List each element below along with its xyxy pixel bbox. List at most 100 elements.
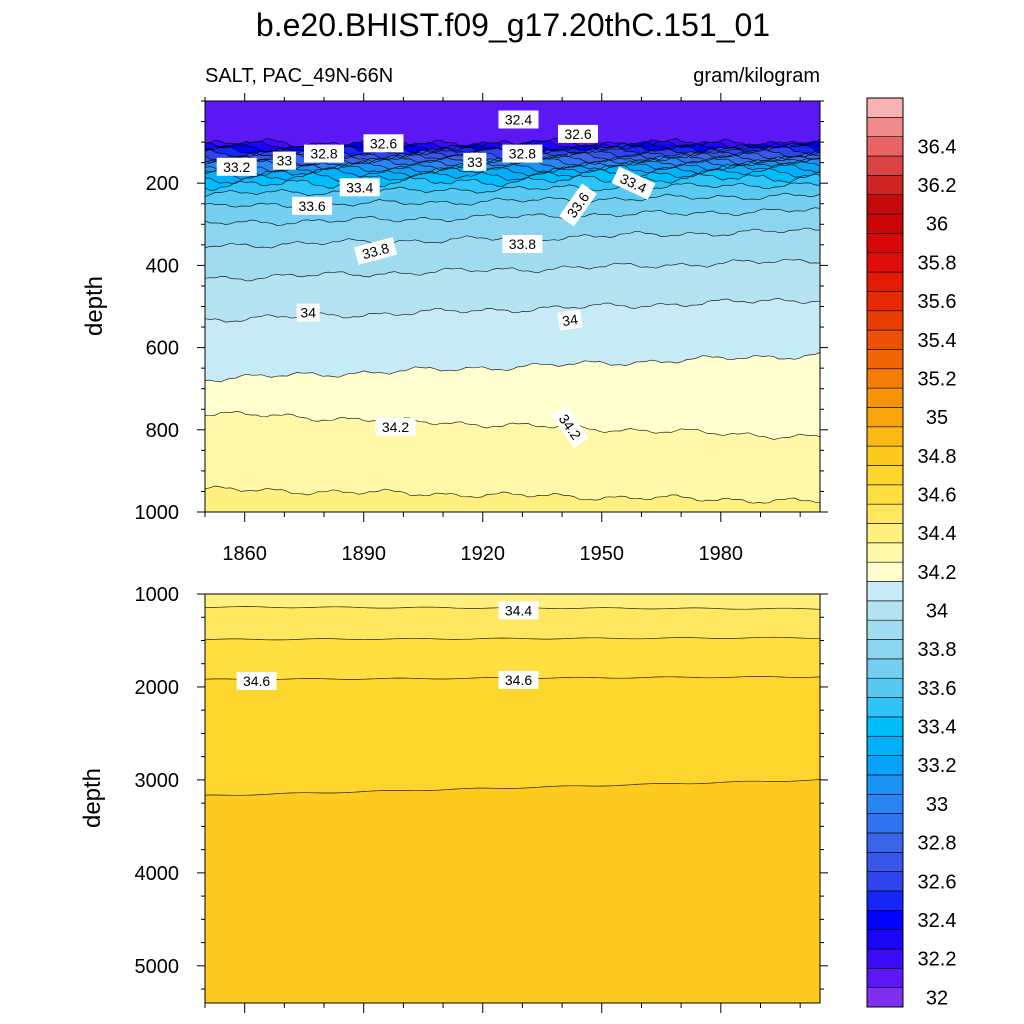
colorbar-swatch [866, 465, 904, 486]
contour-label: 34.6 [498, 671, 539, 689]
colorbar-swatch [866, 233, 904, 254]
contour-label-text: 34.4 [505, 602, 532, 618]
colorbar-label: 32.8 [918, 833, 957, 855]
y-ticks: 200 400 600 800 1000 [135, 100, 828, 524]
y-ticks: 1000 2000 3000 4000 5000 [135, 584, 828, 990]
colorbar-swatch [866, 774, 904, 795]
contour-label-text: 32.6 [370, 135, 397, 151]
colorbar-swatch [866, 426, 904, 447]
colorbar-swatch [866, 581, 904, 602]
contour-line [205, 258, 820, 282]
contour-label: 33 [272, 151, 296, 170]
colorbar-swatch [866, 523, 904, 544]
chart-title: b.e20.BHIST.f09_g17.20thC.151_01 [256, 7, 770, 43]
contour-label-text: 32.8 [310, 146, 337, 162]
colorbar-swatch [866, 155, 904, 176]
y-tick-label: 400 [146, 255, 179, 277]
colorbar-swatch [866, 832, 904, 853]
colorbar-swatch [866, 407, 904, 428]
colorbar-swatch [866, 271, 904, 292]
colorbar-label: 32.2 [918, 949, 957, 971]
bottom-panel: 34.4 34.6 34.6 1000 2000 3000 4000 5000 [135, 584, 828, 1013]
colorbar-label: 33.6 [918, 678, 957, 700]
colorbar: 32 32.2 32.4 32.6 32.8 33 33.2 33.4 33.6 33.8 34 34… [866, 97, 957, 1009]
contour-label-text: 32.6 [564, 126, 591, 142]
colorbar-frame [866, 97, 904, 1008]
y-tick-label: 600 [146, 338, 179, 360]
contour-label-text: 33.4 [346, 179, 373, 195]
contour-label-background [498, 110, 539, 129]
contour-line [205, 485, 820, 504]
colorbar-label: 35.2 [918, 368, 957, 390]
contour-label: 32.6 [558, 124, 598, 143]
contour-label-text: 34.2 [382, 419, 409, 435]
colorbar-label: 32.4 [918, 910, 957, 932]
colorbar-swatch [866, 252, 904, 273]
contour-fill-band [205, 411, 820, 512]
contour-label: 33 [463, 152, 487, 171]
contour-label-background [296, 303, 320, 322]
contour-label: 34 [296, 303, 320, 322]
colorbar-label: 32.6 [918, 871, 957, 893]
colorbar-label: 36 [926, 214, 948, 236]
x-tick-label: 1920 [460, 543, 505, 565]
contour-label-background [339, 178, 380, 197]
contour-fills [205, 101, 820, 512]
contour-label-background [502, 144, 543, 163]
contour-label-background [216, 157, 257, 176]
contour-label-background [558, 124, 598, 143]
contour-label-text: 34.6 [243, 673, 270, 689]
x-ticks [204, 1003, 801, 1013]
colorbar-swatch [866, 329, 904, 350]
contour-line [205, 636, 820, 641]
colorbar-label: 36.4 [918, 136, 957, 158]
contour-label: 32.8 [304, 144, 344, 163]
x-tick-label: 1890 [341, 543, 386, 565]
contour-labels: 34.4 34.6 34.6 [236, 601, 539, 690]
contour-fill-band [205, 779, 820, 1003]
colorbar-swatch [866, 871, 904, 892]
contour-label: 34 [557, 309, 583, 331]
colorbar-swatch [866, 929, 904, 950]
colorbar-swatch [866, 310, 904, 331]
colorbar-swatch [866, 175, 904, 196]
contour-label: 34.4 [498, 601, 539, 620]
contour-label: 33.4 [339, 178, 380, 197]
contour-label-background [557, 309, 583, 331]
x-tick-label: 1860 [222, 543, 267, 565]
colorbar-swatch [866, 542, 904, 563]
contour-label-background [502, 235, 543, 253]
colorbar-label: 33 [926, 794, 948, 816]
variable-label: SALT, PAC_49N-66N [205, 65, 393, 87]
contour-label-text: 34 [561, 311, 579, 329]
contour-label-background [236, 671, 277, 690]
panel-frame [204, 593, 821, 1004]
y-tick-label: 4000 [135, 863, 180, 885]
contour-label-text: 33 [467, 154, 483, 170]
contour-label: 34.2 [375, 417, 416, 436]
y-tick-label: 200 [146, 173, 179, 195]
colorbar-label: 34.6 [918, 484, 957, 506]
colorbar-swatch [866, 484, 904, 505]
colorbar-swatch [866, 600, 904, 621]
colorbar-label: 33.8 [918, 639, 957, 661]
contour-label: 32.8 [502, 144, 543, 163]
contour-line [205, 157, 820, 173]
colorbar-label: 34.2 [918, 562, 957, 584]
colorbar-swatch [866, 968, 904, 988]
x-tick-label: 1950 [580, 543, 625, 565]
contour-label-text: 33.8 [509, 236, 536, 252]
contour-label: 32.4 [498, 110, 539, 129]
contour-label-background [611, 166, 656, 200]
colorbar-swatch [866, 445, 904, 466]
y-tick-label: 800 [146, 420, 179, 442]
bottom-y-axis-label: depth [79, 768, 106, 828]
contour-label-background [272, 151, 296, 170]
contour-label-background [498, 601, 539, 620]
contour-label-background [353, 237, 398, 265]
colorbar-swatch [866, 677, 904, 698]
contour-label: 33.8 [353, 237, 398, 265]
